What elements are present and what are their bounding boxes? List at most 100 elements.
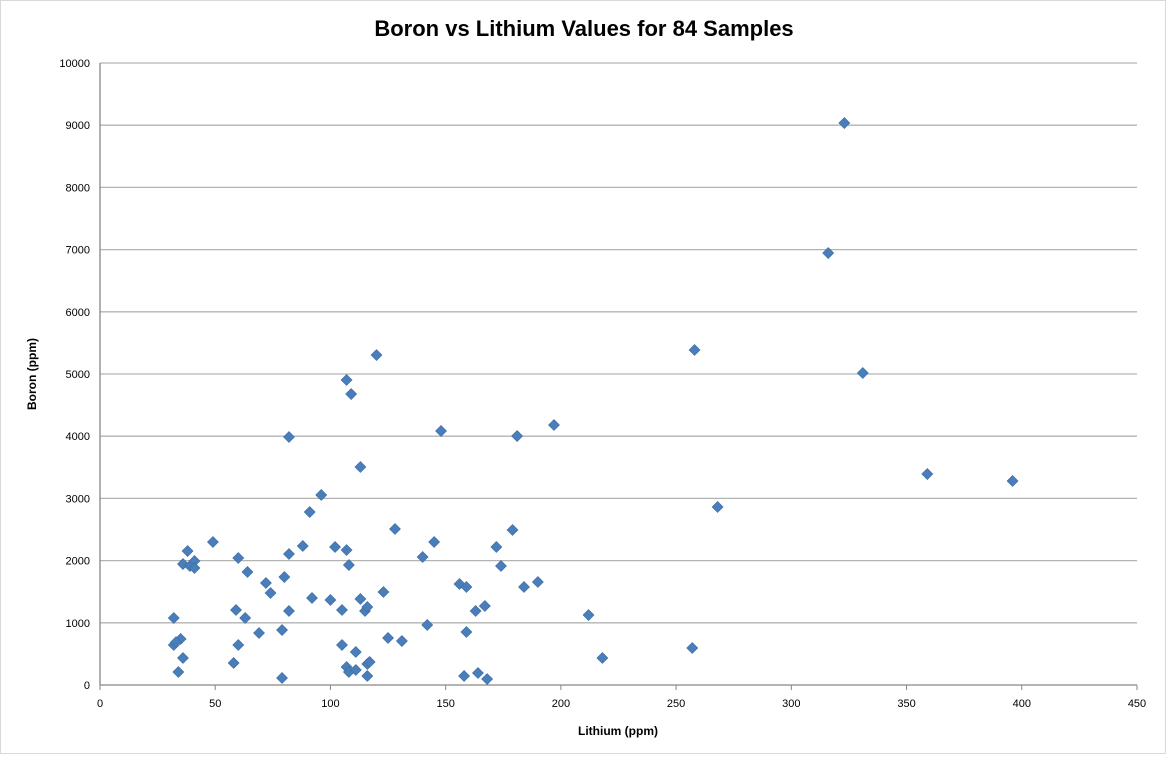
data-point [253,627,265,639]
data-point [370,349,383,361]
data-point [511,430,524,442]
data-point [389,523,401,535]
x-tick-label: 300 [782,698,800,710]
data-point [340,544,353,556]
data-point [276,672,288,684]
data-point [531,576,544,588]
data-point [481,673,494,685]
data-point [167,612,180,624]
data-point [686,642,699,654]
data-point [232,639,245,651]
data-point [354,593,367,605]
data-point [340,374,353,386]
y-tick-label: 4000 [66,431,90,443]
data-point [460,626,473,638]
data-point [472,667,484,679]
x-tick-label: 450 [1128,698,1146,710]
data-point [296,540,309,552]
data-point [548,419,560,431]
data-point [276,624,288,636]
x-tick-label: 100 [321,698,339,710]
data-point [324,594,337,606]
data-point [506,524,519,536]
data-point [232,552,245,564]
data-point [478,600,491,612]
data-point [329,541,341,553]
data-point [177,652,189,664]
data-point [435,425,447,437]
data-point [336,639,348,651]
data-point [336,604,348,616]
data-point [395,635,408,647]
data-point [1006,475,1019,487]
x-tick-label: 350 [897,698,915,710]
y-tick-label: 10000 [59,58,90,70]
x-tick-label: 200 [552,698,570,710]
data-point [283,605,295,617]
data-point [354,461,367,473]
data-point [315,489,328,501]
data-point [382,632,394,644]
y-tick-label: 0 [84,680,90,692]
y-tick-label: 7000 [66,245,90,257]
data-point [469,605,482,617]
data-point [170,636,182,649]
y-tick-label: 8000 [66,182,90,194]
data-point [227,657,240,669]
x-tick-label: 0 [97,698,103,710]
data-point [239,612,252,624]
data-point [518,581,530,593]
y-axis-label: Boron (ppm) [25,338,39,410]
data-point [490,541,503,553]
y-tick-label: 5000 [66,369,90,381]
data-point [421,619,434,631]
data-point [181,545,194,557]
data-point [416,551,429,563]
y-tick-label: 3000 [66,493,90,505]
data-point [822,247,835,259]
data-point [688,344,701,356]
data-point [495,560,507,572]
data-point [428,536,441,548]
data-point [345,388,358,400]
x-tick-label: 150 [436,698,454,710]
data-point [856,367,869,379]
data-point [188,562,201,574]
data-point [303,506,316,518]
data-point [264,587,277,599]
data-point [458,670,471,682]
data-point [596,652,609,664]
data-point [363,656,376,668]
x-tick-label: 400 [1013,698,1031,710]
data-point [361,670,374,682]
data-point [921,468,934,480]
y-tick-label: 9000 [66,120,90,132]
y-tick-label: 6000 [66,307,90,319]
data-point [711,501,724,513]
chart-title: Boron vs Lithium Values for 84 Samples [374,16,793,41]
data-point [838,117,851,129]
data-point [377,586,390,598]
data-point [306,592,318,604]
data-point [278,571,291,583]
data-point [283,431,295,443]
y-tick-label: 2000 [66,556,90,568]
data-point [283,548,295,560]
x-axis-label: Lithium (ppm) [578,724,658,738]
data-point [342,559,355,571]
data-point [582,609,595,621]
x-tick-label: 50 [209,698,221,710]
data-point [241,566,254,578]
data-point [349,664,362,676]
data-point [349,646,362,658]
data-point [230,604,242,616]
data-point [206,536,219,548]
y-tick-label: 1000 [66,618,90,630]
data-point [259,577,272,589]
x-tick-label: 250 [667,698,685,710]
data-point [460,581,473,593]
data-point [172,666,185,678]
data-point [361,601,374,613]
